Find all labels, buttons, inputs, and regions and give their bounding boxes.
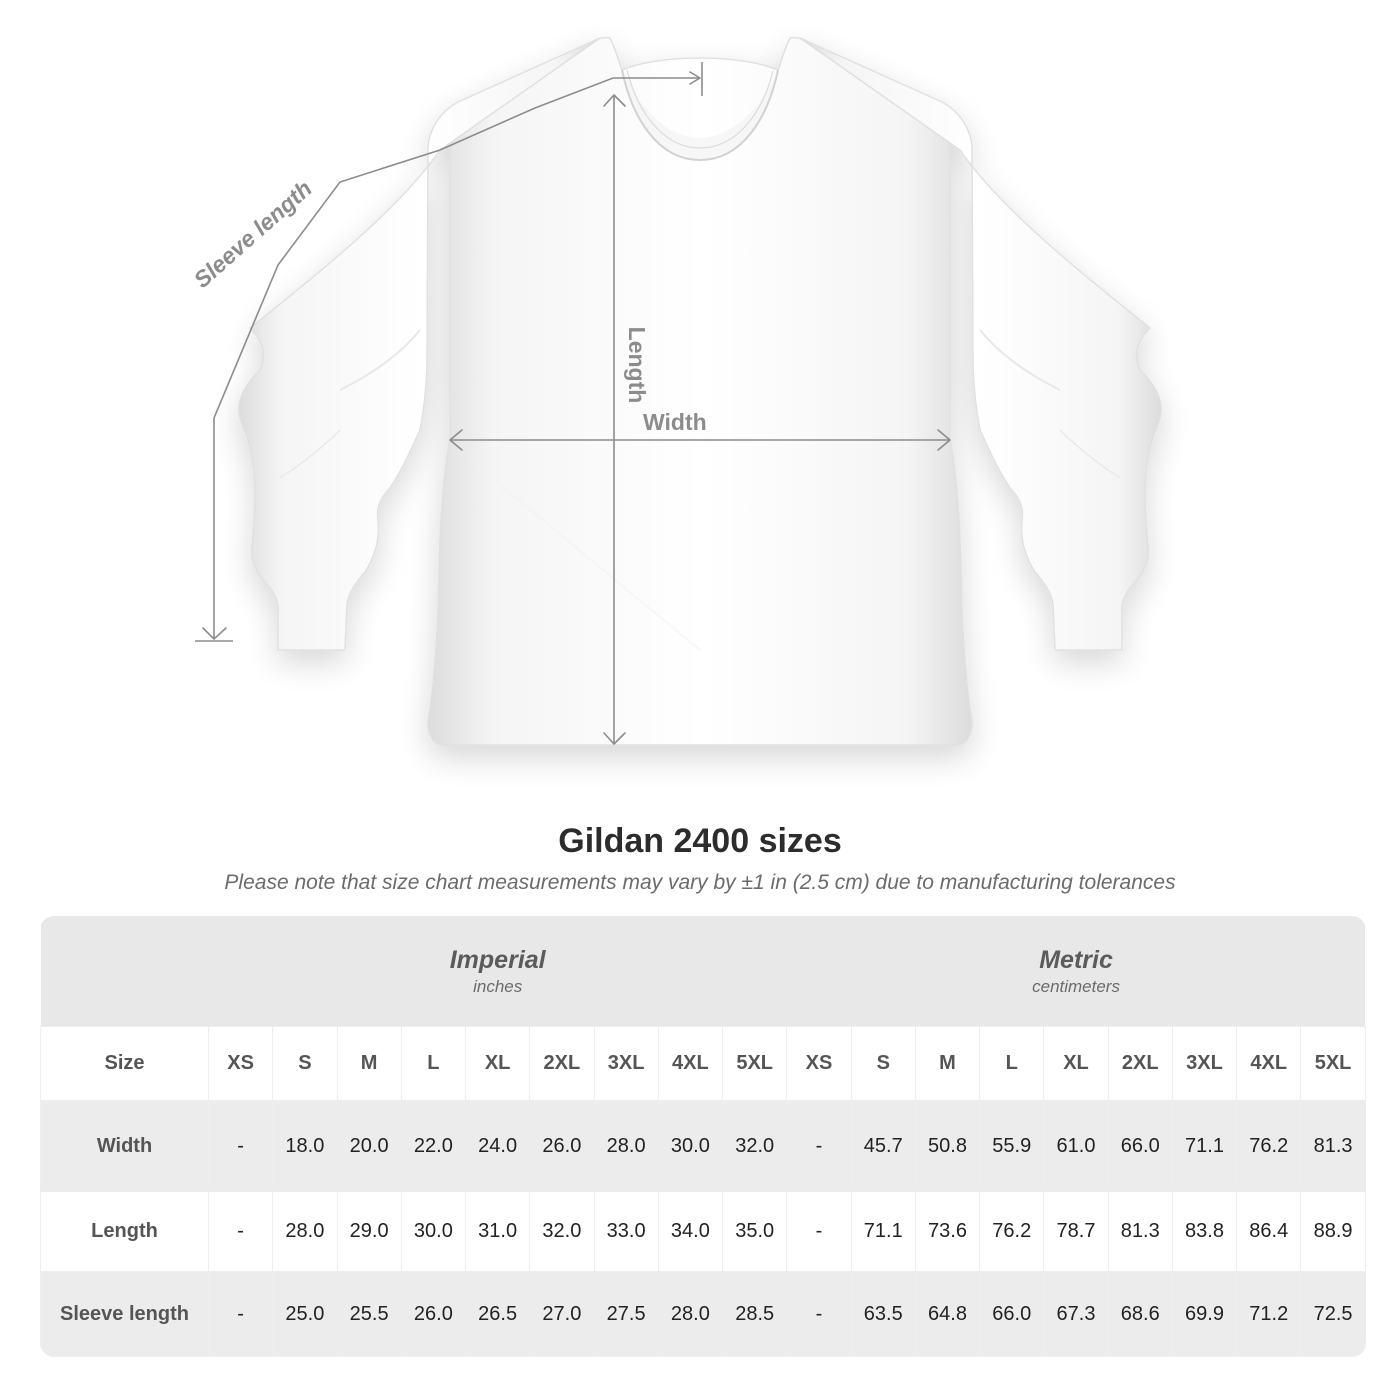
svg-text:Sleeve length: Sleeve length: [189, 175, 317, 293]
svg-text:Length: Length: [624, 327, 650, 404]
svg-text:Width: Width: [643, 409, 707, 435]
